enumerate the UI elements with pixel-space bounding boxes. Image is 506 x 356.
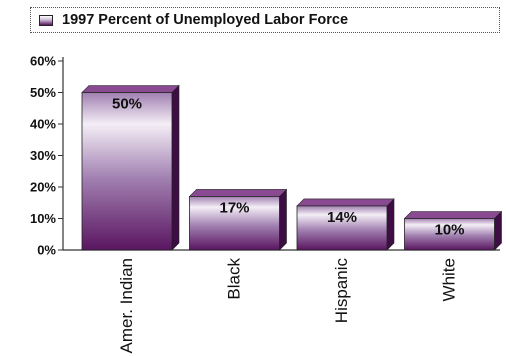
bar-top xyxy=(296,198,395,207)
bar-front xyxy=(81,92,173,251)
chart-title: 1997 Percent of Unemployed Labor Force xyxy=(62,12,349,28)
bar-front xyxy=(404,218,495,251)
bar-side xyxy=(386,198,395,251)
bar-top xyxy=(403,211,503,219)
y-tick-label: 20% xyxy=(30,180,56,195)
category-label: Black xyxy=(225,258,244,300)
y-tick-label: 40% xyxy=(30,117,56,132)
y-tick-label: 60% xyxy=(30,54,56,69)
bar-front xyxy=(189,196,280,251)
data-label: 10% xyxy=(434,222,464,239)
data-label: 14% xyxy=(327,209,357,226)
data-label: 17% xyxy=(219,199,249,216)
y-tick-label: 10% xyxy=(30,211,56,226)
category-label: Hispanic xyxy=(332,258,351,324)
category-label: White xyxy=(440,258,459,301)
category-label: Amer. Indian xyxy=(117,258,136,353)
bar-side xyxy=(279,188,287,251)
y-tick-label: 0% xyxy=(37,243,56,258)
bar-top xyxy=(188,189,288,197)
bar-top xyxy=(81,85,180,93)
bar-front xyxy=(296,205,388,251)
y-tick-label: 30% xyxy=(30,148,56,163)
bar xyxy=(296,198,395,251)
data-label: 50% xyxy=(112,96,142,113)
bar xyxy=(188,188,288,251)
bar-side xyxy=(171,84,180,251)
legend-swatch xyxy=(39,14,53,26)
bar xyxy=(403,210,503,251)
legend: 1997 Percent of Unemployed Labor Force xyxy=(30,7,500,33)
bar xyxy=(81,84,180,251)
y-tick-label: 50% xyxy=(30,85,56,100)
